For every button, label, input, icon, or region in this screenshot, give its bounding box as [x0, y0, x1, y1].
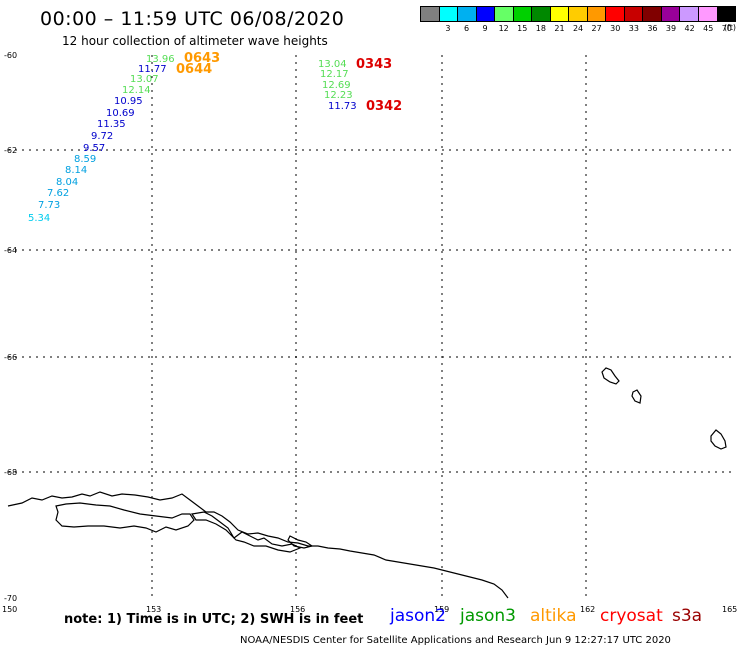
legend-altika: altika — [530, 606, 577, 626]
wave-height-label: 12.14 — [122, 85, 151, 96]
scale-label: 42 — [684, 24, 695, 33]
scale-swatch — [458, 7, 477, 21]
scale-swatch — [476, 7, 496, 21]
wave-height-label: 9.72 — [91, 131, 113, 142]
wave-height-label: 12.23 — [324, 90, 353, 101]
scale-swatch — [680, 7, 699, 21]
longitude-label: 156 — [290, 605, 305, 614]
balleny-island-middle — [631, 389, 642, 404]
legend-jason3: jason3 — [460, 606, 516, 626]
scale-label: 30 — [610, 24, 621, 33]
scale-swatch — [513, 7, 533, 21]
scale-label: 21 — [554, 24, 565, 33]
longitude-label: 165 — [722, 605, 737, 614]
scale-swatch — [606, 7, 625, 21]
latitude-label: -66 — [4, 353, 17, 362]
coastline — [7, 367, 727, 599]
coastline-inlet — [55, 502, 195, 533]
legend-jason2: jason2 — [390, 606, 446, 626]
legend-s3a: s3a — [672, 606, 703, 626]
scale-swatch — [569, 7, 588, 21]
wave-height-label: 10.95 — [114, 96, 143, 107]
coastline-peninsula — [190, 511, 302, 553]
wave-height-label: 12.69 — [322, 80, 351, 91]
scale-swatch — [421, 7, 440, 21]
latitude-label: -62 — [4, 146, 17, 155]
footer-credit: NOAA/NESDIS Center for Satellite Applica… — [240, 635, 671, 646]
graticule — [8, 55, 736, 600]
scale-label: 3 — [445, 24, 451, 33]
scale-swatch — [624, 7, 644, 21]
wave-height-label: 11.77 — [138, 64, 167, 75]
scale-label: 15 — [517, 24, 528, 33]
wave-height-label: 12.17 — [320, 69, 349, 80]
map-title: 00:00 – 11:59 UTC 06/08/2020 — [40, 8, 345, 30]
pass-time-label: 0342 — [366, 99, 402, 114]
longitude-label: 150 — [2, 605, 17, 614]
scale-swatch — [532, 7, 551, 21]
pass-time-label: 0644 — [176, 62, 212, 77]
legend-cryosat: cryosat — [600, 606, 663, 626]
wave-height-label: 13.04 — [318, 59, 347, 70]
wave-height-label: 11.35 — [97, 119, 126, 130]
longitude-label: 159 — [434, 605, 449, 614]
wave-height-label: 11.73 — [328, 101, 357, 112]
latitude-label: -68 — [4, 468, 17, 477]
scale-label: 18 — [535, 24, 546, 33]
wave-height-label: 9.57 — [83, 143, 105, 154]
longitude-label: 153 — [146, 605, 161, 614]
axis-labels: -60 -62 -64 -66 -68 -70 150 153 156 159 162 165 — [2, 51, 737, 614]
scale-swatch — [698, 7, 718, 21]
balleny-island-north — [601, 367, 620, 385]
wave-height-label: 13.07 — [130, 74, 159, 85]
scale-label: 39 — [665, 24, 677, 33]
antarctic-coastline — [7, 491, 509, 599]
scale-swatch — [661, 7, 681, 21]
wave-height-color-scale: 3 6 9 12 15 18 21 24 27 30 33 36 39 42 45 70 (ft) — [420, 6, 736, 38]
scale-label: 27 — [591, 24, 602, 33]
scale-label: 6 — [463, 24, 470, 33]
coastline-cape — [287, 535, 314, 549]
scale-label: 24 — [572, 24, 584, 33]
wave-height-label: 8.04 — [56, 177, 78, 188]
scale-swatch — [717, 7, 736, 21]
wave-height-label: 7.73 — [38, 200, 60, 211]
balleny-island-south — [710, 429, 727, 450]
latitude-label: -60 — [4, 51, 17, 60]
scale-label: 9 — [482, 24, 488, 33]
wave-height-label: 5.34 — [28, 213, 50, 224]
scale-label: 33 — [628, 24, 639, 33]
pass-time-label: 0343 — [356, 57, 392, 72]
longitude-label: 162 — [580, 605, 595, 614]
scale-swatch — [550, 7, 570, 21]
scale-label: 12 — [498, 24, 509, 33]
units-note: note: 1) Time is in UTC; 2) SWH is in fe… — [64, 612, 364, 627]
scale-swatch — [439, 7, 459, 21]
scale-swatch — [643, 7, 662, 21]
pass-time-label: 0643 — [184, 51, 220, 66]
scale-label: 70 — [721, 24, 732, 33]
wave-height-label: 7.62 — [47, 188, 69, 199]
scale-label: 36 — [647, 24, 658, 33]
wave-height-label: 13.96 — [146, 54, 175, 65]
wave-height-label: 10.69 — [106, 108, 135, 119]
scale-label: 45 — [703, 24, 714, 33]
scale-swatch — [495, 7, 514, 21]
scale-unit: (ft) — [723, 23, 736, 32]
wave-height-label: 8.14 — [65, 165, 87, 176]
wave-height-observations: 13.9611.7713.0712.1410.9510.6911.359.729… — [28, 54, 357, 224]
latitude-label: -64 — [4, 246, 17, 255]
latitude-label: -70 — [4, 594, 17, 603]
scale-swatch — [587, 7, 607, 21]
wave-height-label: 8.59 — [74, 154, 96, 165]
map-subtitle: 12 hour collection of altimeter wave hei… — [62, 34, 328, 48]
